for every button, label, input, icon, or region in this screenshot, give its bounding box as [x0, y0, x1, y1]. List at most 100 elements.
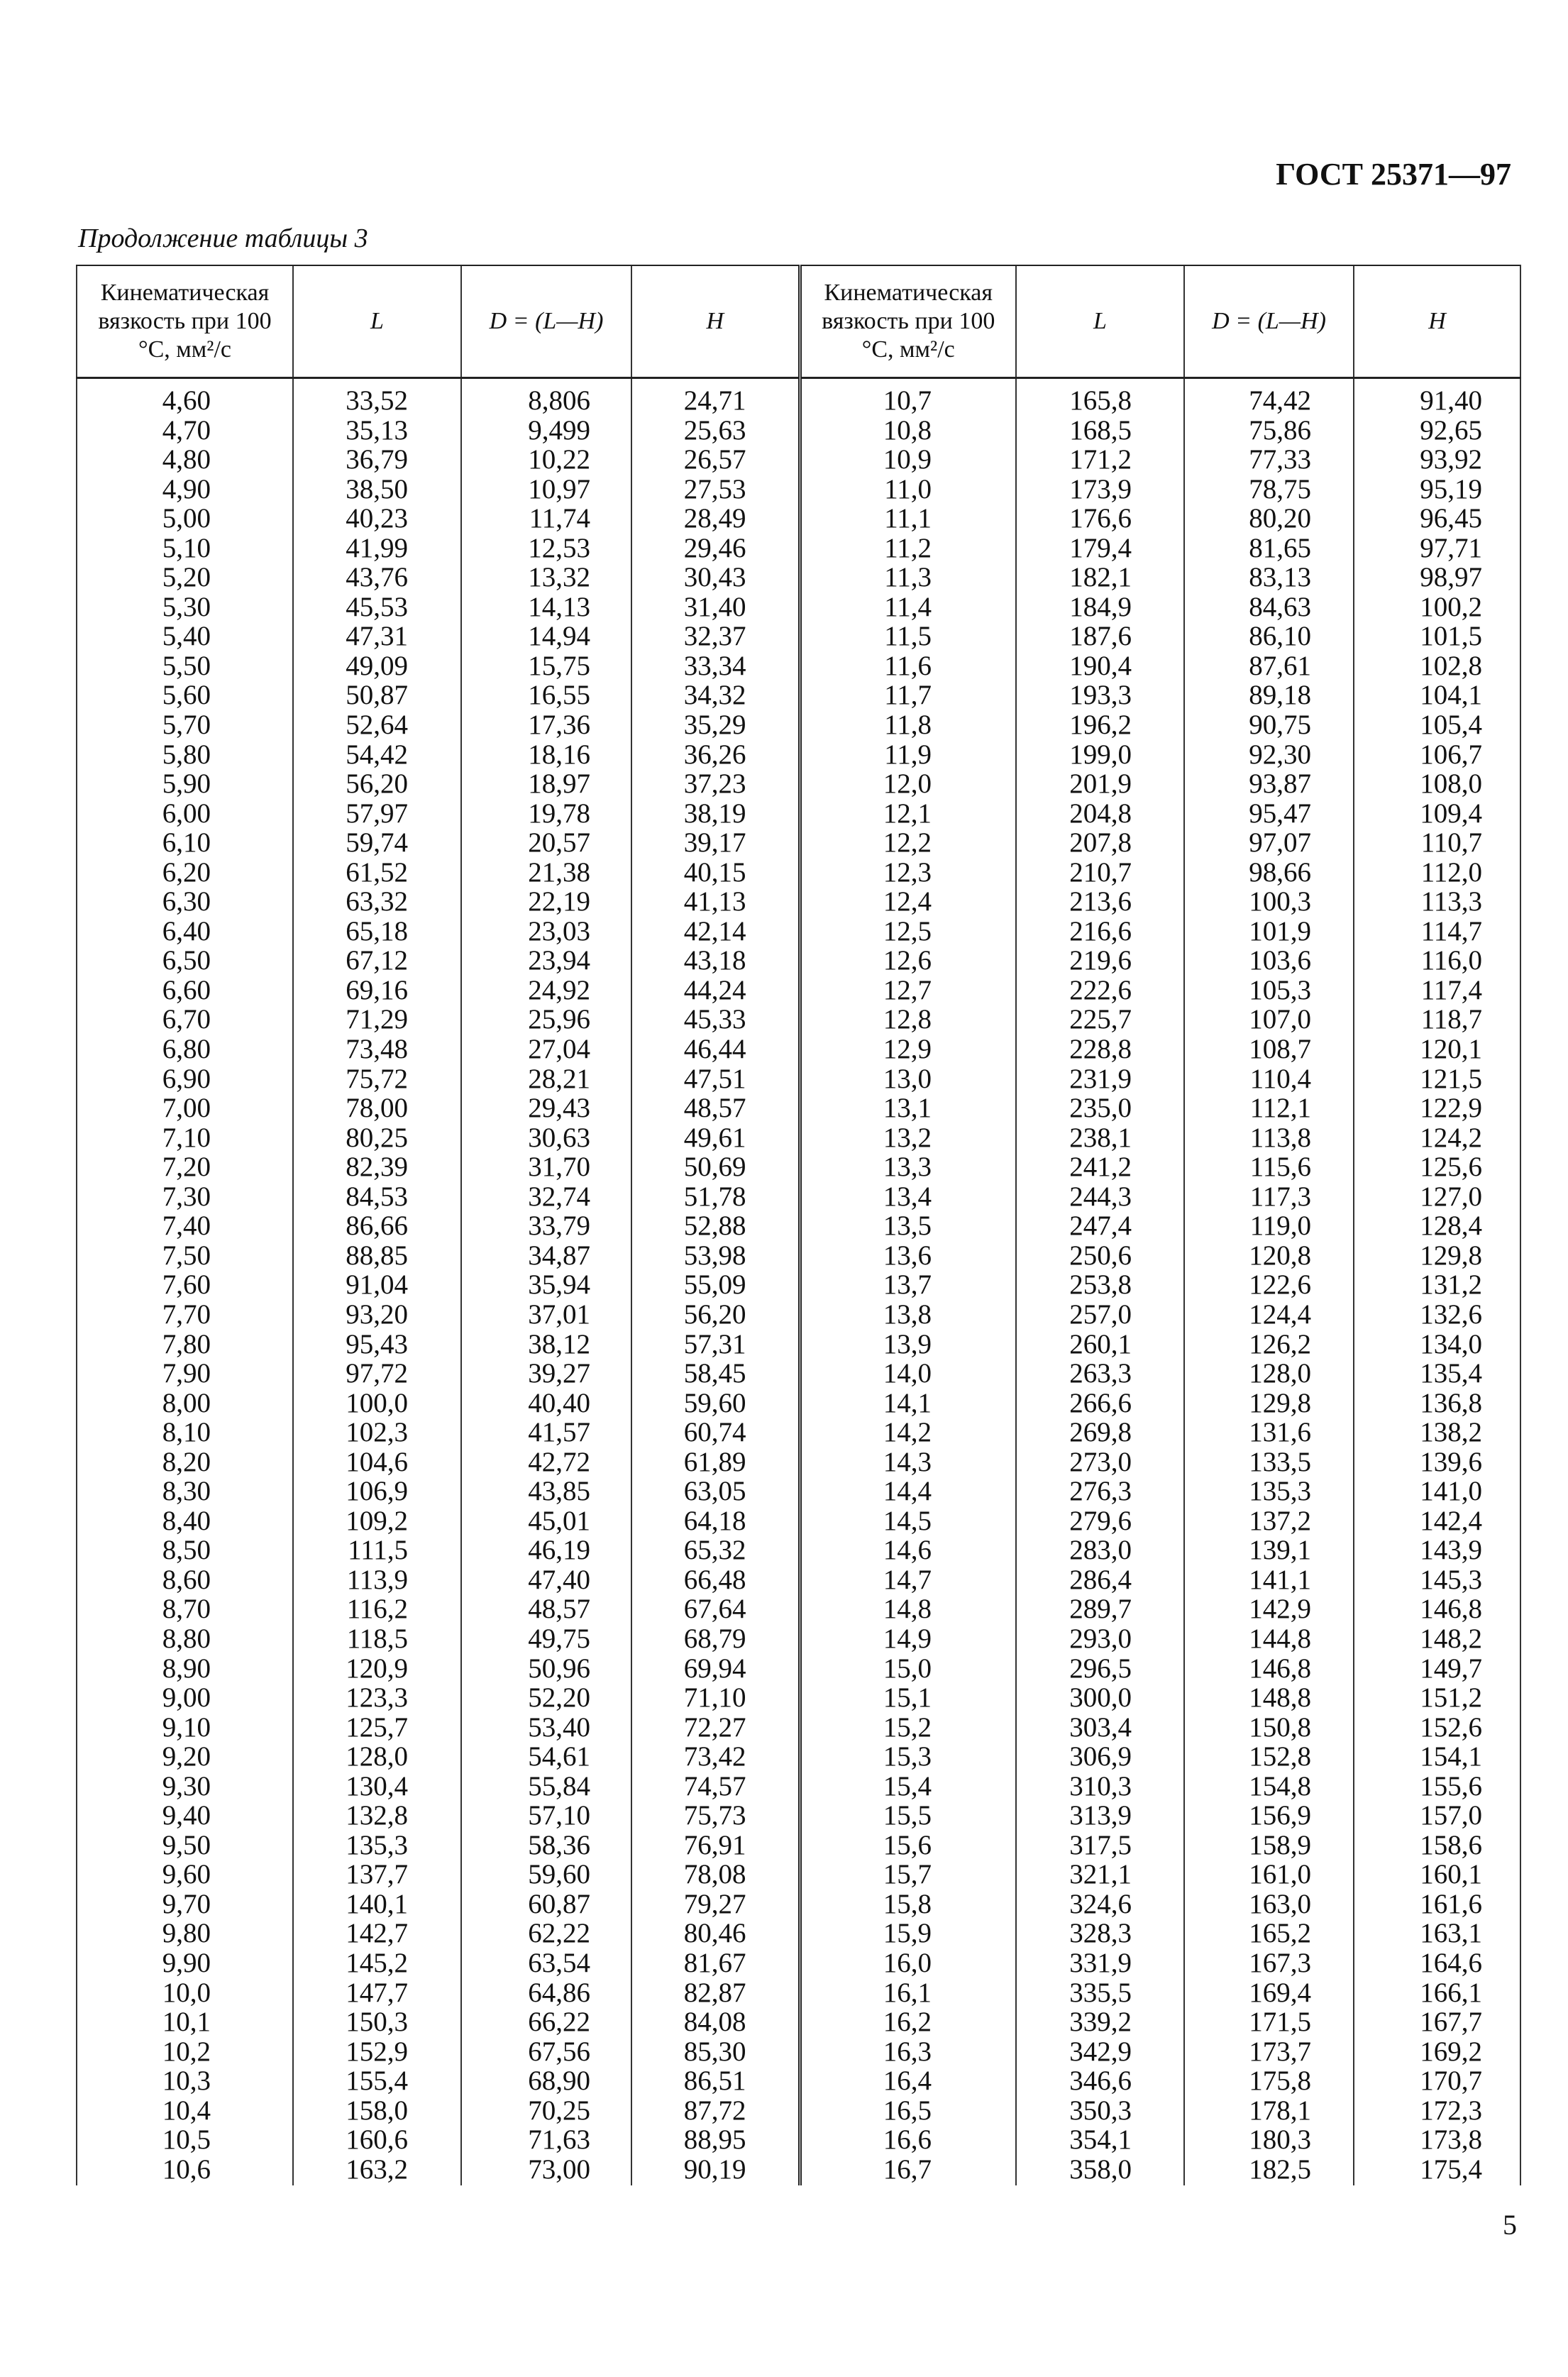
table-row: 5,50 49,09 15,75 33,34 11,6 190,4 87,61 102,8: [76, 651, 1521, 681]
cell-viscosity: 16,0: [797, 1948, 1016, 1978]
table-row: 10,5 160,6 71,63 88,95 16,6 354,1 180,3 173,8: [76, 2125, 1521, 2155]
cell-h: 36,26: [631, 740, 800, 770]
cell-h: 166,1: [1353, 1978, 1521, 2008]
cell-d: 57,10: [460, 1801, 631, 1831]
cell-h: 25,63: [631, 415, 800, 446]
cell-d: 90,75: [1183, 710, 1354, 740]
cell-h: 64,18: [631, 1506, 800, 1536]
table-row: 4,60 33,52 8,806 24,71 10,7 165,8 74,42 91,40: [76, 377, 1521, 416]
cell-h: 127,0: [1353, 1182, 1521, 1212]
table-row: 4,70 35,13 9,499 25,63 10,8 168,5 75,86 92,65: [76, 415, 1521, 446]
cell-d: 17,36: [460, 710, 631, 740]
table-row: 6,50 67,12 23,94 43,18 12,6 219,6 103,6 116,0: [76, 946, 1521, 976]
cell-d: 100,3: [1183, 887, 1354, 917]
cell-d: 25,96: [460, 1005, 631, 1035]
cell-viscosity: 7,40: [76, 1211, 293, 1241]
cell-viscosity: 13,5: [797, 1211, 1016, 1241]
cell-viscosity: 16,1: [797, 1978, 1016, 2008]
cell-h: 152,6: [1353, 1713, 1521, 1743]
cell-l: 317,5: [1015, 1831, 1184, 1860]
cell-viscosity: 9,30: [76, 1772, 293, 1802]
table-row: 7,30 84,53 32,74 51,78 13,4 244,3 117,3 127,0: [76, 1182, 1521, 1212]
cell-h: 139,6: [1353, 1447, 1521, 1477]
cell-l: 69,16: [292, 976, 461, 1005]
cell-h: 102,8: [1353, 651, 1521, 681]
cell-h: 76,91: [631, 1831, 800, 1860]
cell-h: 106,7: [1353, 740, 1521, 770]
cell-viscosity: 4,90: [76, 475, 293, 504]
cell-d: 139,1: [1183, 1535, 1354, 1565]
column-header-l: L: [1015, 265, 1184, 379]
table-row: 5,90 56,20 18,97 37,23 12,0 201,9 93,87 108,0: [76, 769, 1521, 799]
cell-d: 22,19: [460, 887, 631, 917]
cell-l: 342,9: [1015, 2037, 1184, 2067]
cell-l: 204,8: [1015, 799, 1184, 829]
table-header-row: Кинематическая вязкость при 100 °С, мм²/…: [76, 265, 1521, 379]
cell-h: 96,45: [1353, 504, 1521, 534]
cell-d: 117,3: [1183, 1182, 1354, 1212]
cell-l: 260,1: [1015, 1329, 1184, 1360]
cell-h: 34,32: [631, 680, 800, 711]
cell-d: 89,18: [1183, 680, 1354, 711]
cell-d: 47,40: [460, 1565, 631, 1595]
cell-l: 350,3: [1015, 2096, 1184, 2126]
cell-viscosity: 5,00: [76, 504, 293, 534]
table-row: 9,30 130,4 55,84 74,57 15,4 310,3 154,8 155,6: [76, 1772, 1521, 1802]
cell-d: 63,54: [460, 1948, 631, 1978]
cell-h: 138,2: [1353, 1418, 1521, 1447]
cell-l: 86,66: [292, 1211, 461, 1241]
column-header-viscosity: Кинематическая вязкость при 100 °С, мм²/…: [797, 265, 1016, 379]
cell-viscosity: 10,9: [797, 445, 1016, 475]
cell-d: 18,97: [460, 769, 631, 799]
cell-d: 119,0: [1183, 1211, 1354, 1241]
cell-viscosity: 5,40: [76, 622, 293, 651]
cell-l: 109,2: [292, 1506, 461, 1536]
cell-l: 207,8: [1015, 828, 1184, 858]
cell-viscosity: 5,90: [76, 769, 293, 799]
cell-d: 83,13: [1183, 563, 1354, 592]
cell-h: 125,6: [1353, 1152, 1521, 1182]
cell-h: 82,87: [631, 1978, 800, 2008]
cell-d: 105,3: [1183, 976, 1354, 1005]
cell-l: 276,3: [1015, 1477, 1184, 1506]
cell-h: 35,29: [631, 710, 800, 740]
cell-viscosity: 10,6: [76, 2155, 293, 2186]
cell-d: 135,3: [1183, 1477, 1354, 1506]
cell-viscosity: 7,50: [76, 1241, 293, 1271]
cell-l: 247,4: [1015, 1211, 1184, 1241]
cell-d: 34,87: [460, 1241, 631, 1271]
cell-viscosity: 12,7: [797, 976, 1016, 1005]
cell-d: 11,74: [460, 504, 631, 534]
cell-l: 78,00: [292, 1093, 461, 1123]
cell-d: 77,33: [1183, 445, 1354, 475]
cell-h: 90,19: [631, 2155, 800, 2186]
cell-viscosity: 7,00: [76, 1093, 293, 1123]
cell-h: 41,13: [631, 887, 800, 917]
cell-d: 97,07: [1183, 828, 1354, 858]
cell-viscosity: 5,70: [76, 710, 293, 740]
cell-d: 163,0: [1183, 1890, 1354, 1919]
cell-l: 140,1: [292, 1890, 461, 1919]
cell-viscosity: 8,40: [76, 1506, 293, 1536]
cell-l: 128,0: [292, 1742, 461, 1772]
cell-d: 115,6: [1183, 1152, 1354, 1182]
column-header-d: D = (L—H): [1183, 265, 1354, 379]
cell-viscosity: 12,0: [797, 769, 1016, 799]
cell-l: 80,25: [292, 1123, 461, 1153]
cell-h: 48,57: [631, 1093, 800, 1123]
cell-viscosity: 14,6: [797, 1535, 1016, 1565]
cell-l: 313,9: [1015, 1801, 1184, 1831]
cell-h: 145,3: [1353, 1565, 1521, 1595]
cell-h: 128,4: [1353, 1211, 1521, 1241]
cell-h: 163,1: [1353, 1919, 1521, 1948]
cell-h: 59,60: [631, 1389, 800, 1418]
cell-viscosity: 15,9: [797, 1919, 1016, 1948]
cell-viscosity: 8,90: [76, 1653, 293, 1684]
cell-l: 36,79: [292, 445, 461, 475]
cell-d: 38,12: [460, 1329, 631, 1360]
table-row: 7,90 97,72 39,27 58,45 14,0 263,3 128,0 135,4: [76, 1359, 1521, 1389]
cell-viscosity: 9,70: [76, 1890, 293, 1919]
column-header-d: D = (L—H): [460, 265, 631, 379]
cell-h: 143,9: [1353, 1535, 1521, 1565]
cell-l: 289,7: [1015, 1594, 1184, 1624]
